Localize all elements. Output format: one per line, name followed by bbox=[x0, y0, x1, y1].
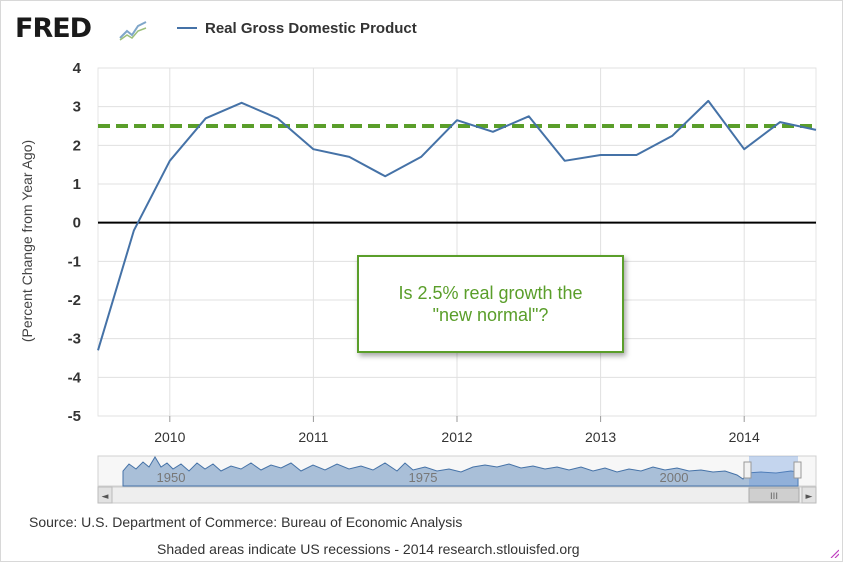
series-layer bbox=[97, 99, 817, 351]
fred-chart-icon bbox=[118, 18, 148, 42]
y-axis-label: (Percent Change from Year Ago) bbox=[19, 140, 35, 342]
navigator-left-handle[interactable] bbox=[743, 461, 752, 479]
navigator-year-label: 1950 bbox=[157, 470, 186, 485]
x-tick-label: 2012 bbox=[441, 429, 472, 445]
x-tick-label: 2014 bbox=[729, 429, 760, 445]
y-tick-label: -3 bbox=[68, 331, 81, 348]
navigator-year-label: 2000 bbox=[660, 470, 689, 485]
y-tick-label: 0 bbox=[73, 215, 81, 232]
scroll-left-button[interactable] bbox=[97, 486, 113, 504]
scroll-thumb-grip: III bbox=[770, 492, 778, 502]
source-note: Source: U.S. Department of Commerce: Bur… bbox=[29, 514, 463, 530]
x-tick-label: 2013 bbox=[585, 429, 616, 445]
y-tick-label: 2 bbox=[73, 137, 81, 154]
recession-note[interactable]: Shaded areas indicate US recessions - 20… bbox=[157, 541, 580, 557]
annotation-box: Is 2.5% real growth the "new normal"? bbox=[357, 255, 624, 353]
legend-label: Real Gross Domestic Product bbox=[205, 19, 417, 37]
x-tick-label: 2010 bbox=[154, 429, 185, 445]
chart-legend[interactable]: Real Gross Domestic Product bbox=[177, 19, 417, 37]
reference-lines bbox=[98, 124, 816, 224]
navigator-labels: 1950 1975 2000 bbox=[157, 470, 689, 485]
scroll-right-button[interactable] bbox=[801, 486, 817, 504]
y-tick-label: 1 bbox=[73, 176, 81, 193]
scroll-right-icon: ► bbox=[806, 492, 813, 502]
fred-logo[interactable]: FRED bbox=[15, 13, 92, 44]
scroll-thumb[interactable] bbox=[748, 487, 800, 503]
y-tick-label: -5 bbox=[68, 408, 81, 425]
navigator-right-handle[interactable] bbox=[793, 461, 802, 479]
y-tick-label: 3 bbox=[73, 99, 81, 116]
range-navigator[interactable]: 1950 1975 2000 bbox=[97, 455, 817, 487]
axis-labels: 4 3 2 1 0 -1 -2 -3 -4 -5 2010 2011 2012 2013 2014 bbox=[68, 60, 760, 445]
legend-swatch bbox=[177, 27, 197, 29]
y-tick-label: -4 bbox=[68, 369, 82, 386]
scroll-left-icon: ◄ bbox=[102, 492, 109, 502]
navigator-selected-range[interactable] bbox=[749, 456, 798, 486]
y-tick-label: 4 bbox=[73, 60, 82, 77]
navigator-series-area bbox=[122, 456, 799, 487]
scrollbar[interactable]: ◄ III ► bbox=[97, 486, 817, 504]
resize-handle-icon[interactable] bbox=[829, 548, 839, 558]
y-tick-label: -1 bbox=[68, 253, 81, 270]
navigator-year-label: 1975 bbox=[409, 470, 438, 485]
y-tick-label: -2 bbox=[68, 292, 81, 309]
x-tick-label: 2011 bbox=[298, 429, 328, 445]
